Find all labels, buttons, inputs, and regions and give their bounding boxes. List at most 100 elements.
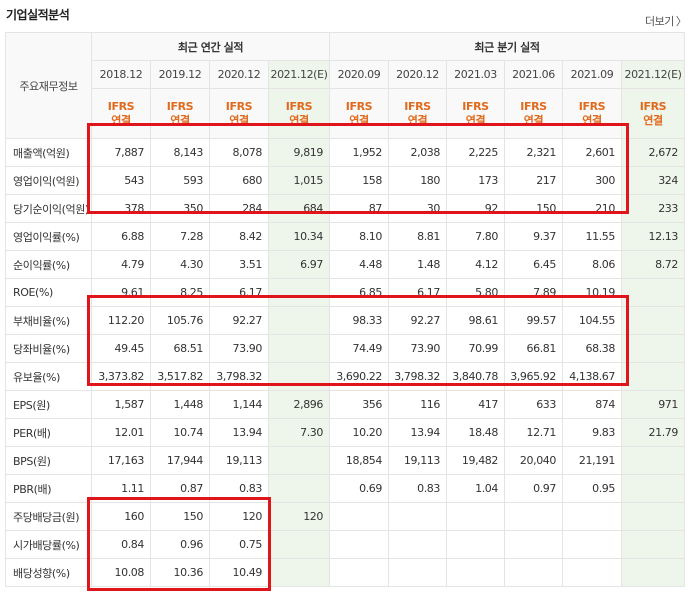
quarter-value-cell: 73.90 <box>388 334 447 363</box>
quarter-value-cell <box>446 558 505 587</box>
quarter-value-cell: 1.04 <box>446 474 505 503</box>
annual-value-cell: 73.90 <box>209 334 269 363</box>
quarter-value-cell <box>388 502 447 531</box>
annual-value-cell: 3,373.82 <box>91 362 151 391</box>
table-row: PBR(배) 1.11 0.87 0.83 0.69 0.83 1.04 0.97 0.95 <box>5 474 685 503</box>
quarter-value-cell: 9.83 <box>562 418 622 447</box>
quarter-value-cell: 417 <box>446 390 505 419</box>
annual-value-cell: 7.30 <box>268 418 330 447</box>
quarter-value-cell: 2,672 <box>621 138 685 167</box>
period-header: 2020.12 <box>209 60 269 89</box>
chevron-right-icon: 〉 <box>675 15 687 28</box>
annual-value-cell: 6.97 <box>268 250 330 279</box>
annual-value-cell: 10.36 <box>150 558 210 587</box>
quarter-value-cell: 4.12 <box>446 250 505 279</box>
annual-value-cell: 17,163 <box>91 446 151 475</box>
quarter-value-cell <box>446 502 505 531</box>
table-row: 영업이익률(%) 6.88 7.28 8.42 10.34 8.10 8.81 7.80 9.3… <box>5 222 685 251</box>
standard-line1: IFRS <box>639 99 667 113</box>
quarter-value-cell: 66.81 <box>504 334 563 363</box>
quarter-value-cell: 4,138.67 <box>562 362 622 391</box>
standard-line1: IFRS <box>462 99 489 113</box>
quarter-value-cell: 158 <box>329 166 389 195</box>
table-row: PER(배) 12.01 10.74 13.94 7.30 10.20 13.94 18.48… <box>5 418 685 447</box>
standard-line2: 연결 <box>289 113 309 127</box>
quarter-value-cell: 874 <box>562 390 622 419</box>
quarter-value-cell <box>388 530 447 559</box>
row-label: BPS(원) <box>5 446 92 475</box>
quarter-value-cell: 3,798.32 <box>388 362 447 391</box>
annual-value-cell: 92.27 <box>209 306 269 335</box>
quarter-value-cell: 10.19 <box>562 278 622 307</box>
quarter-value-cell: 633 <box>504 390 563 419</box>
annual-value-cell: 284 <box>209 194 269 223</box>
table-row: 주당배당금(원) 160 150 120 120 <box>5 502 685 531</box>
annual-value-cell: 68.51 <box>150 334 210 363</box>
annual-value-cell: 1,587 <box>91 390 151 419</box>
more-link[interactable]: 더보기 〉 <box>645 13 687 29</box>
quarter-value-cell: 8.10 <box>329 222 389 251</box>
quarter-value-cell <box>562 530 622 559</box>
table-row: 영업이익(억원) 543 593 680 1,015 158 180 173 217 300 324 <box>5 166 685 195</box>
annual-value-cell: 3.51 <box>209 250 269 279</box>
row-label: 유보율(%) <box>5 362 92 391</box>
row-label: 순이익률(%) <box>5 250 92 279</box>
annual-value-cell: 6.17 <box>209 278 269 307</box>
quarter-value-cell: 356 <box>329 390 389 419</box>
period-header: 2021.12(E) <box>621 60 685 89</box>
row-label: 배당성향(%) <box>5 558 92 587</box>
annual-value-cell: 112.20 <box>91 306 151 335</box>
quarter-value-cell: 8.72 <box>621 250 685 279</box>
accounting-standard: IFRS 연결 <box>209 88 269 139</box>
quarter-value-cell: 0.95 <box>562 474 622 503</box>
annual-value-cell: 3,517.82 <box>150 362 210 391</box>
table-row: 매출액(억원) 7,887 8,143 8,078 9,819 1,952 2,038 2,2… <box>5 138 685 167</box>
group-annual-header: 최근 연간 실적 <box>91 32 330 61</box>
annual-value-cell: 49.45 <box>91 334 151 363</box>
quarter-value-cell <box>621 362 685 391</box>
quarter-value-cell: 2,038 <box>388 138 447 167</box>
quarter-value-cell <box>504 530 563 559</box>
period-header: 2019.12 <box>150 60 210 89</box>
row-label: EPS(원) <box>5 390 92 419</box>
annual-value-cell: 120 <box>209 502 269 531</box>
annual-value-cell: 0.84 <box>91 530 151 559</box>
quarter-value-cell: 74.49 <box>329 334 389 363</box>
annual-value-cell <box>268 306 330 335</box>
quarter-value-cell <box>504 502 563 531</box>
quarter-value-cell: 116 <box>388 390 447 419</box>
row-label: 당기순이익(억원) <box>5 194 92 223</box>
accounting-standard: IFRS 연결 <box>621 88 685 139</box>
annual-value-cell <box>268 278 330 307</box>
standard-line2: 연결 <box>170 113 190 127</box>
standard-line1: IFRS <box>225 99 253 113</box>
quarter-value-cell <box>621 446 685 475</box>
annual-value-cell: 6.88 <box>91 222 151 251</box>
standard-line2: 연결 <box>523 113 544 127</box>
quarter-value-cell: 8.06 <box>562 250 622 279</box>
table-row: EPS(원) 1,587 1,448 1,144 2,896 356 116 417 633 87… <box>5 390 685 419</box>
annual-value-cell: 10.34 <box>268 222 330 251</box>
annual-value-cell: 1,448 <box>150 390 210 419</box>
quarter-value-cell: 99.57 <box>504 306 563 335</box>
annual-value-cell: 680 <box>209 166 269 195</box>
quarter-value-cell: 233 <box>621 194 685 223</box>
quarter-value-cell: 11.55 <box>562 222 622 251</box>
row-label: PER(배) <box>5 418 92 447</box>
table-row: 시가배당률(%) 0.84 0.96 0.75 <box>5 530 685 559</box>
table-row: 배당성향(%) 10.08 10.36 10.49 <box>5 558 685 587</box>
quarter-value-cell: 0.69 <box>329 474 389 503</box>
quarter-value-cell: 180 <box>388 166 447 195</box>
quarter-value-cell: 0.97 <box>504 474 563 503</box>
quarter-value-cell: 18,854 <box>329 446 389 475</box>
annual-value-cell: 10.74 <box>150 418 210 447</box>
annual-value-cell <box>268 530 330 559</box>
quarter-value-cell: 21,191 <box>562 446 622 475</box>
annual-value-cell: 8.25 <box>150 278 210 307</box>
row-label: ROE(%) <box>5 278 92 307</box>
annual-value-cell: 160 <box>91 502 151 531</box>
annual-value-cell: 9.61 <box>91 278 151 307</box>
annual-value-cell: 7.28 <box>150 222 210 251</box>
quarter-value-cell: 19,113 <box>388 446 447 475</box>
quarter-value-cell <box>562 558 622 587</box>
